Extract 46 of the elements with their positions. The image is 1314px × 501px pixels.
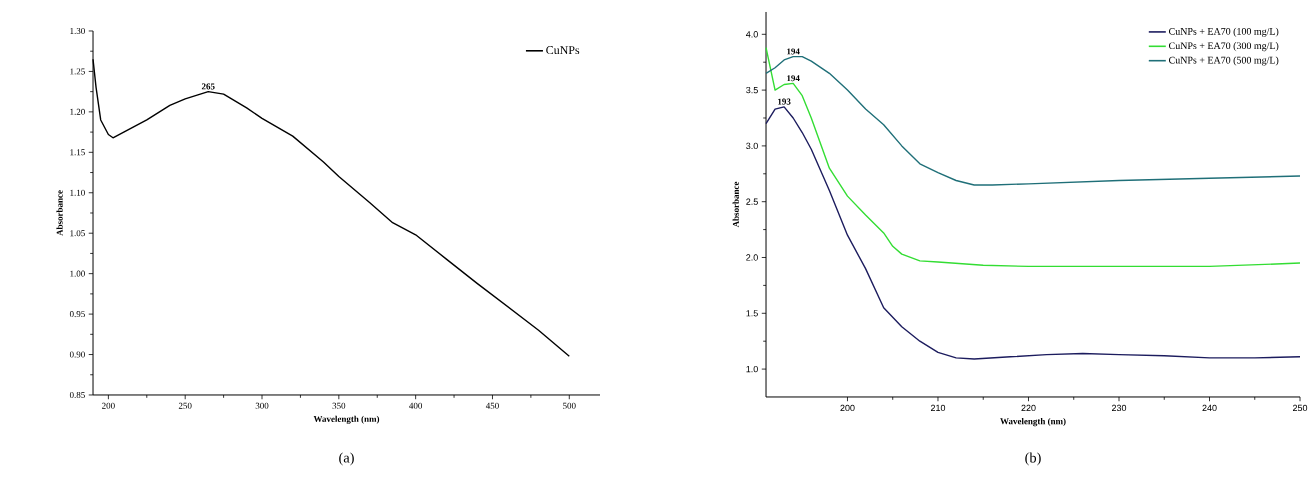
text: (b) (1025, 452, 1041, 466)
x-tick-label: 200 (102, 402, 115, 409)
y-tick-label: 1.00 (70, 270, 85, 277)
x-tick-label: 240 (1202, 404, 1217, 412)
line-series (765, 55, 1301, 186)
x-tick-label: 250 (1292, 404, 1308, 412)
y-tick-label: 1.20 (70, 108, 85, 115)
legend-label: CuNPs + EA70 (500 mg/L) (1169, 56, 1279, 66)
y-axis-title: Absorbance (732, 181, 739, 228)
annotation: 194 (787, 75, 800, 82)
x-tick-label: 230 (1111, 404, 1127, 412)
x-tick-label: 350 (332, 402, 346, 409)
y-tick-label: 1.10 (70, 189, 85, 196)
y-tick-label: 1.15 (70, 149, 85, 156)
legend-label: CuNPs + EA70 (300 mg/L) (1169, 42, 1279, 52)
y-tick-label: 0.95 (69, 311, 85, 318)
x-tick-label: 220 (1021, 404, 1036, 412)
annotation: 193 (778, 98, 791, 105)
x-axis-title: Wavelength (nm) (1000, 417, 1066, 427)
y-tick-label: 2.0 (746, 254, 758, 261)
text: (a) (339, 452, 354, 466)
y-tick-label: 3.5 (746, 86, 758, 94)
y-tick-label: 1.25 (70, 68, 85, 75)
x-tick-label: 500 (563, 402, 576, 409)
y-tick-label: 1.05 (70, 230, 85, 237)
y-tick-label: 3.0 (746, 142, 758, 150)
x-tick-label: 250 (178, 402, 192, 409)
x-axis-title: Wavelength (nm) (313, 415, 380, 424)
y-tick-label: 1.30 (70, 27, 85, 35)
legend-label: CuNPs (546, 46, 580, 55)
annotation: 265 (201, 83, 215, 90)
x-tick-label: 210 (930, 404, 946, 412)
line-series (765, 106, 1301, 360)
y-axis-title: Absorbance (56, 190, 63, 236)
x-tick-label: 300 (255, 402, 269, 409)
annotation: 194 (787, 48, 800, 55)
y-tick-label: 1.0 (746, 365, 758, 373)
y-tick-label: 4.0 (745, 31, 758, 38)
y-tick-label: 0.85 (69, 391, 85, 399)
x-tick-label: 400 (409, 402, 423, 409)
y-tick-label: 1.5 (746, 310, 758, 317)
x-tick-label: 450 (485, 402, 499, 409)
y-tick-label: 2.5 (746, 198, 758, 205)
x-tick-label: 200 (840, 404, 855, 412)
y-tick-label: 0.90 (69, 351, 85, 358)
legend-label: CuNPs + EA70 (100 mg/L) (1169, 27, 1279, 37)
